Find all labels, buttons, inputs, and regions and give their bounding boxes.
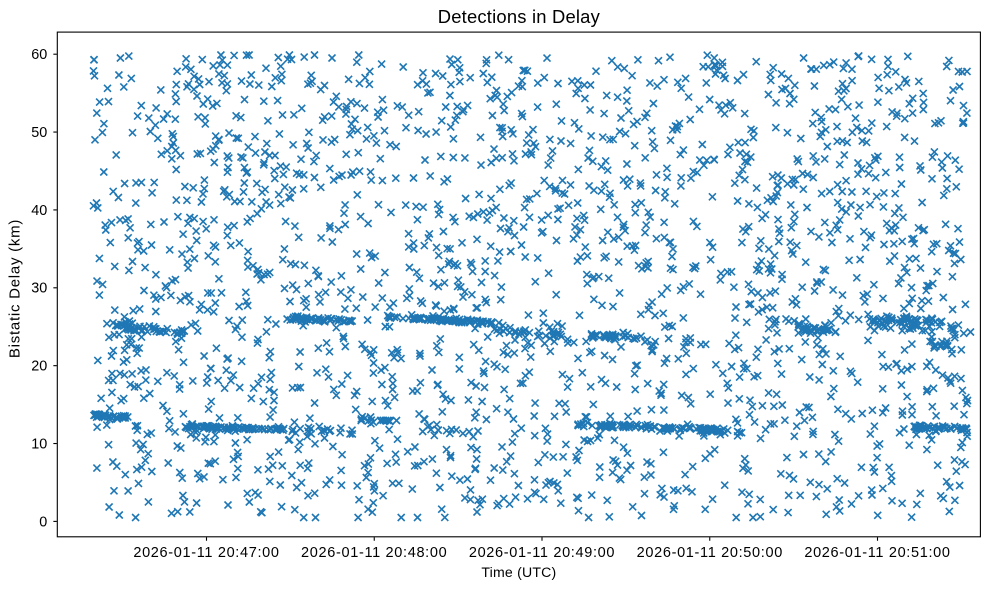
svg-text:10: 10: [31, 437, 47, 453]
svg-text:Time (UTC): Time (UTC): [481, 564, 556, 580]
svg-text:2026-01-11 20:51:00: 2026-01-11 20:51:00: [804, 545, 950, 561]
svg-text:2026-01-11 20:47:00: 2026-01-11 20:47:00: [133, 545, 279, 561]
svg-text:Bistatic Delay (km): Bistatic Delay (km): [7, 219, 24, 358]
svg-text:20: 20: [31, 359, 47, 375]
svg-text:2026-01-11 20:50:00: 2026-01-11 20:50:00: [637, 545, 783, 561]
svg-text:0: 0: [39, 514, 47, 530]
svg-text:40: 40: [31, 203, 47, 219]
svg-text:2026-01-11 20:49:00: 2026-01-11 20:49:00: [469, 545, 615, 561]
svg-text:60: 60: [31, 47, 47, 63]
svg-text:30: 30: [31, 281, 47, 297]
svg-text:Detections in Delay: Detections in Delay: [438, 6, 601, 27]
svg-text:2026-01-11 20:48:00: 2026-01-11 20:48:00: [301, 545, 447, 561]
svg-text:50: 50: [31, 125, 47, 141]
